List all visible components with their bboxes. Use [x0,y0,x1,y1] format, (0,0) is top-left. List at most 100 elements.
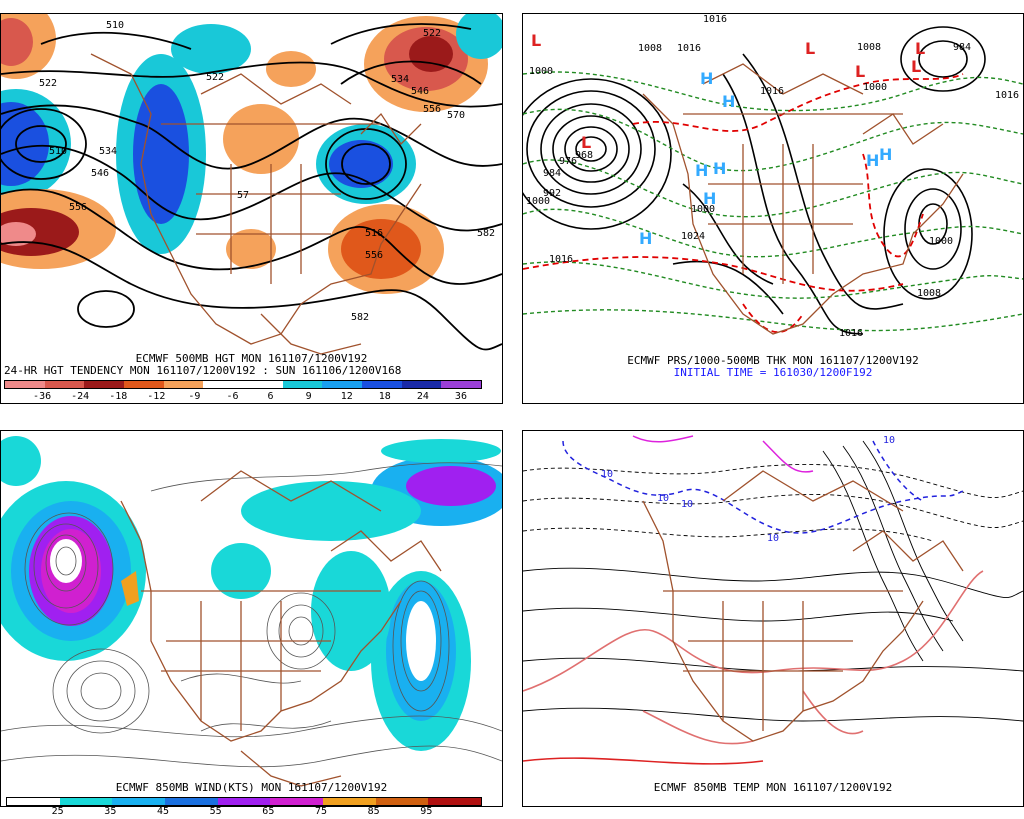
colorbar-tick-label: 45 [156,806,170,817]
colorbar-swatch [243,381,283,388]
map-outline [642,63,964,335]
colorbar-tick-label: 65 [262,806,275,817]
initial-time-caption: INITIAL TIME = 161030/1200F192 [673,366,873,379]
pressure-labels: 1016 1016 1016 1008 1000 1000 992 984 97… [526,14,1019,339]
colorbar-swatch [163,381,204,388]
wind-blob [1,436,41,486]
panel-pressure-thickness: H H H H H H H H L L L L L L 1016 1016 10… [522,13,1024,404]
high-center-icon: H [700,69,713,88]
tendency-ticks: -36 -24 -18 -12 -9 -6 6 9 12 18 24 36 [4,391,480,403]
temp-contours-red [523,757,764,765]
panel-500mb-height: 510 522 510 534 546 556 522 534 546 556 … [0,13,503,404]
colorbar-swatch [44,381,85,388]
colorbar-tick-label: 36 [454,391,467,402]
panel-500mb-tendency-caption: 24-HR HGT TENDENCY MON 161107/1200V192 :… [4,364,402,377]
contour-label: 510 [49,146,67,157]
contour-label: 522 [423,28,441,39]
panel-850mb-wind-caption: ECMWF 850MB WIND(KTS) MON 161107/1200V19… [115,781,388,794]
wind-colorbar [6,797,482,806]
contour-label: 57 [237,190,249,201]
contour-label: 1000 [526,196,550,207]
map-outline [642,470,964,742]
colorbar-swatch [84,381,125,388]
wind-blob [311,551,391,671]
map-500mb-height: 510 522 510 534 546 556 522 534 546 556 … [1,14,502,355]
contour-label: 10 [883,435,895,446]
temp-contours-blue [562,440,964,534]
wind-blob [406,466,496,506]
low-center-icon: L [911,57,921,76]
contour-label: 522 [39,78,57,89]
contour-label: 10 [601,469,613,480]
contour-label: 1016 [760,86,784,97]
colorbar-swatch [5,381,45,388]
streamlines [1,462,502,768]
contour-label: 546 [411,86,429,97]
tendency-blob [341,219,421,279]
colorbar-tick-label: -9 [188,391,201,402]
tendency-blob [1,222,36,246]
map-outline [90,53,422,355]
height-labels: 510 522 510 534 546 556 522 534 546 556 … [39,20,495,323]
colorbar-swatch [165,798,218,805]
high-center-icon: H [703,189,716,208]
panel-500mb-caption: ECMWF 500MB HGT MON 161107/1200V192 [135,352,368,365]
contour-label: 1016 [677,43,701,54]
contour-label: 10 [767,533,779,544]
high-center-icon: H [695,161,708,180]
colorbar-tick-label: 55 [209,806,222,817]
wind-blob [406,601,436,681]
contour-label: 1016 [839,328,863,339]
map-850mb-wind [1,436,502,787]
wind-blob [211,543,271,599]
contour-label: 556 [365,250,383,261]
contour-label: 1000 [929,236,953,247]
colorbar-swatch [59,798,113,805]
colorbar-swatch [323,798,376,805]
contour-label: 556 [423,104,441,115]
tendency-blob [456,14,502,59]
contour-label: 1000 [863,82,887,93]
contour-label: 1008 [857,42,881,53]
colorbar-swatch [441,381,482,388]
colorbar-swatch [270,798,324,805]
wind-blob [381,439,501,463]
thickness-contours [523,71,1023,332]
tendency-blob [266,51,316,87]
contour-label: 10 [681,499,693,510]
tendency-blob [223,104,299,174]
low-center-icon: L [805,39,815,58]
low-center-icon: L [531,31,541,50]
colorbar-tick-label: -24 [71,391,90,402]
pressure-centers: H H H H H H H H L L L L L L [531,31,925,248]
temp-contours-black [523,440,1023,722]
contour-label: 1000 [529,66,553,77]
colorbar-tick-label: 85 [367,806,380,817]
contour-label: 984 [953,42,971,53]
colorbar-tick-label: -12 [147,391,166,402]
contour-label: 534 [391,74,409,85]
contour-label: 582 [351,312,369,323]
colorbar-tick-label: -6 [226,391,239,402]
colorbar-tick-label: 12 [340,391,353,402]
colorbar-tick-label: 9 [305,391,312,402]
wind-ticks: 25 35 45 55 65 75 85 95 [5,806,479,818]
tendency-blob [171,24,251,74]
colorbar-swatch [217,798,271,805]
colorbar-swatch [282,381,323,388]
panel-850mb-wind: ECMWF 850MB WIND(KTS) MON 161107/1200V19… [0,430,503,807]
contour-label: 1000 [691,204,715,215]
contour-label: 570 [447,110,465,121]
colorbar-swatch [362,381,402,388]
colorbar-tick-label: 35 [104,806,117,817]
contour-label: 556 [69,202,87,213]
pressure-contours [523,26,986,335]
panel-850mb-temp: 10 10 10 10 10 ECMWF 850MB TEMP MON 1611… [522,430,1024,807]
tendency-colorbar [4,380,482,389]
high-center-icon: H [639,229,652,248]
contour-label: 1016 [995,90,1019,101]
high-center-icon: H [879,145,892,164]
panel-pressure-caption: ECMWF PRS/1000-500MB THK MON 161107/1200… [627,354,919,367]
temp-contours-pink [523,570,984,745]
colorbar-tick-label: 75 [314,806,328,817]
